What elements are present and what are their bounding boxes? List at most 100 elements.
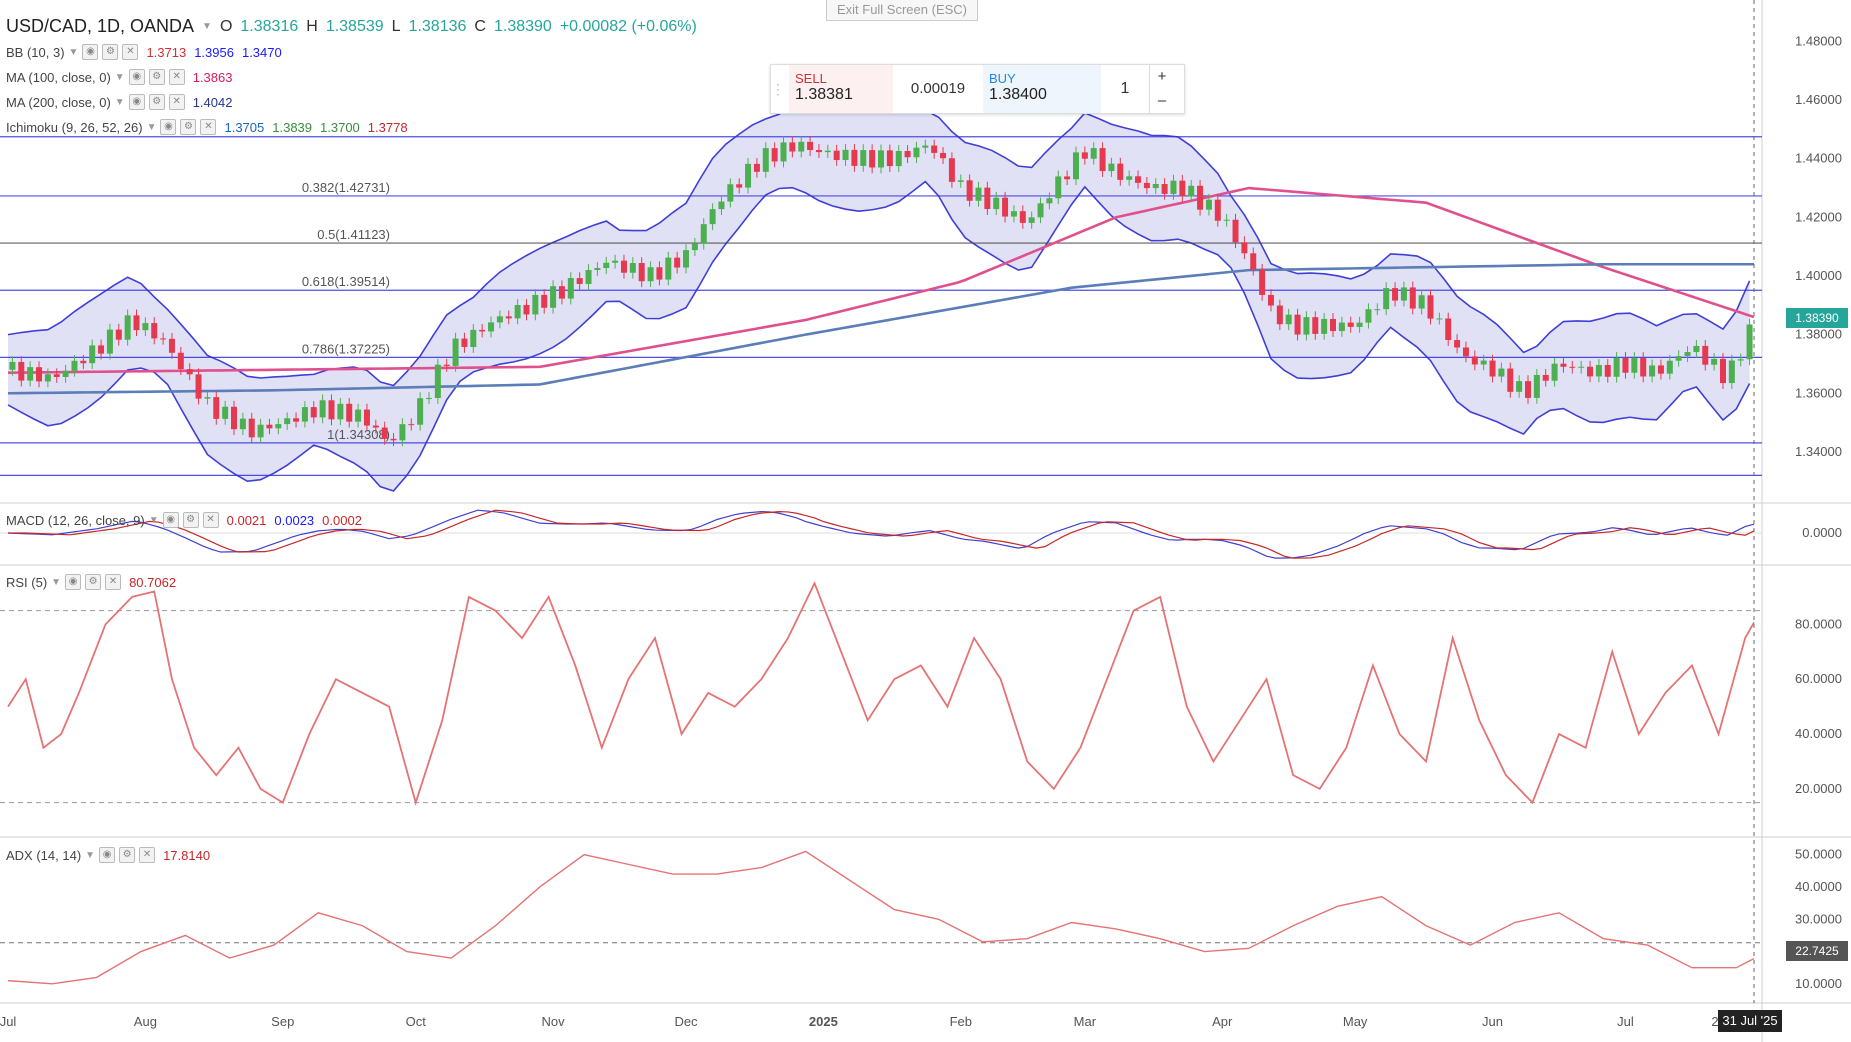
- eye-icon[interactable]: ◉: [99, 847, 116, 863]
- ohlc-header: USD/CAD, 1D, OANDA ▼ O 1.38316 H 1.38539…: [6, 16, 697, 37]
- candle-body: [1542, 374, 1549, 381]
- close-icon[interactable]: ✕: [200, 119, 217, 135]
- candle-body: [1631, 358, 1638, 373]
- candle-body: [1471, 356, 1478, 365]
- change-value: +0.00082 (+0.06%): [559, 17, 697, 35]
- candle-body: [966, 180, 973, 201]
- candle-body: [674, 257, 681, 268]
- close-icon[interactable]: ✕: [122, 44, 139, 60]
- rsi-axis-tick: 20.0000: [1795, 781, 1842, 796]
- macd-legend-row[interactable]: MACD (12, 26, close, 9) ▼ ◉ ⚙ ✕ 0.0021 0.0023 0…: [6, 512, 362, 528]
- gear-icon[interactable]: ⚙: [180, 119, 197, 135]
- candle-body: [1090, 148, 1097, 159]
- candle-body: [1578, 366, 1585, 368]
- close-icon[interactable]: ✕: [168, 69, 185, 85]
- chevron-down-icon[interactable]: ▼: [85, 849, 96, 861]
- fib-level-label: 1(1.34308): [327, 427, 390, 442]
- candle-body: [1374, 309, 1381, 311]
- indicator-legend-row[interactable]: MA (200, close, 0) ▼ ◉ ⚙ ✕ 1.4042: [6, 94, 232, 110]
- indicator-value: 0.0002: [322, 512, 362, 528]
- adx-legend-row[interactable]: ADX (14, 14) ▼ ◉ ⚙ ✕ 17.8140: [6, 847, 210, 863]
- price-axis-tick: 1.36000: [1795, 385, 1842, 400]
- rsi-legend-row[interactable]: RSI (5) ▼ ◉ ⚙ ✕ 80.7062: [6, 574, 176, 590]
- candle-body: [1276, 305, 1283, 325]
- candle-body: [1064, 176, 1071, 180]
- eye-icon[interactable]: ◉: [65, 574, 82, 590]
- candle-body: [1010, 211, 1017, 217]
- gear-icon[interactable]: ⚙: [119, 847, 136, 863]
- candle-body: [585, 270, 592, 284]
- candle-body: [1028, 217, 1035, 223]
- chevron-down-icon[interactable]: ▼: [146, 121, 157, 133]
- chevron-down-icon[interactable]: ▼: [51, 576, 62, 588]
- minus-icon[interactable]: –: [1157, 92, 1167, 109]
- indicator-value: 0.0021: [226, 512, 267, 528]
- candle-body: [1117, 163, 1124, 180]
- buy-button[interactable]: BUY 1.38400: [983, 65, 1101, 113]
- candle-body: [142, 323, 149, 331]
- gear-icon[interactable]: ⚙: [182, 512, 199, 528]
- time-axis-tick: May: [1343, 1014, 1368, 1029]
- adx-axis-tick: 50.0000: [1795, 847, 1842, 862]
- gear-icon[interactable]: ⚙: [148, 69, 165, 85]
- plus-icon[interactable]: +: [1157, 68, 1167, 85]
- drag-handle-icon[interactable]: ⋮⋮: [771, 81, 799, 97]
- candle-body: [1205, 199, 1212, 210]
- indicator-value: 80.7062: [129, 574, 177, 590]
- candle-body: [523, 304, 530, 315]
- chevron-down-icon[interactable]: ▼: [68, 46, 79, 58]
- candle-body: [1285, 314, 1292, 325]
- candle-body: [1480, 360, 1487, 365]
- chevron-down-icon[interactable]: ▼: [114, 96, 125, 108]
- candle-body: [1684, 352, 1691, 357]
- candle-body: [1454, 340, 1461, 348]
- candle-body: [1365, 309, 1372, 323]
- candle-body: [293, 418, 300, 422]
- candle-body: [558, 286, 565, 299]
- candle-body: [576, 278, 583, 284]
- candle-body: [1409, 287, 1416, 309]
- candle-body: [1524, 381, 1531, 398]
- fib-level-label: 0.5(1.41123): [317, 227, 390, 242]
- candle-body: [168, 338, 175, 353]
- candle-body: [824, 150, 831, 153]
- eye-icon[interactable]: ◉: [162, 512, 179, 528]
- indicator-legend-row[interactable]: Ichimoku (9, 26, 52, 26) ▼ ◉ ⚙ ✕ 1.3705 1.3839…: [6, 119, 408, 135]
- candle-body: [319, 400, 326, 418]
- gear-icon[interactable]: ⚙: [148, 94, 165, 110]
- indicator-value: 1.3700: [320, 119, 360, 135]
- sell-button[interactable]: SELL 1.38381: [789, 65, 893, 113]
- chevron-down-icon[interactable]: ▼: [114, 71, 125, 83]
- eye-icon[interactable]: ◉: [160, 119, 177, 135]
- quantity-stepper[interactable]: + –: [1149, 65, 1174, 113]
- eye-icon[interactable]: ◉: [128, 69, 145, 85]
- candle-body: [133, 315, 140, 331]
- close-icon[interactable]: ✕: [168, 94, 185, 110]
- candle-body: [36, 367, 43, 382]
- eye-icon[interactable]: ◉: [128, 94, 145, 110]
- close-icon[interactable]: ✕: [202, 512, 219, 528]
- close-icon[interactable]: ✕: [105, 574, 122, 590]
- quantity-field[interactable]: 1: [1120, 80, 1130, 97]
- gear-icon[interactable]: ⚙: [102, 44, 119, 60]
- candle-body: [239, 418, 246, 430]
- candle-body: [1728, 360, 1735, 384]
- chevron-down-icon[interactable]: ▼: [202, 21, 212, 32]
- candle-body: [1303, 317, 1310, 335]
- indicator-legend-row[interactable]: MA (100, close, 0) ▼ ◉ ⚙ ✕ 1.3863: [6, 69, 232, 85]
- chevron-down-icon[interactable]: ▼: [148, 514, 159, 526]
- gear-icon[interactable]: ⚙: [85, 574, 102, 590]
- candle-body: [1675, 356, 1682, 361]
- time-axis-tick: Mar: [1074, 1014, 1097, 1029]
- candle-body: [1516, 381, 1523, 392]
- close-icon[interactable]: ✕: [139, 847, 156, 863]
- candle-body: [18, 361, 25, 381]
- candle-body: [266, 424, 273, 429]
- candle-body: [408, 424, 415, 426]
- exit-fullscreen-button[interactable]: Exit Full Screen (ESC): [826, 0, 978, 21]
- candle-body: [842, 149, 849, 161]
- candle-body: [310, 407, 317, 418]
- indicator-value: 1.3863: [192, 69, 233, 85]
- indicator-legend-row[interactable]: BB (10, 3) ▼ ◉ ⚙ ✕ 1.3713 1.3956 1.3470: [6, 44, 282, 60]
- eye-icon[interactable]: ◉: [82, 44, 99, 60]
